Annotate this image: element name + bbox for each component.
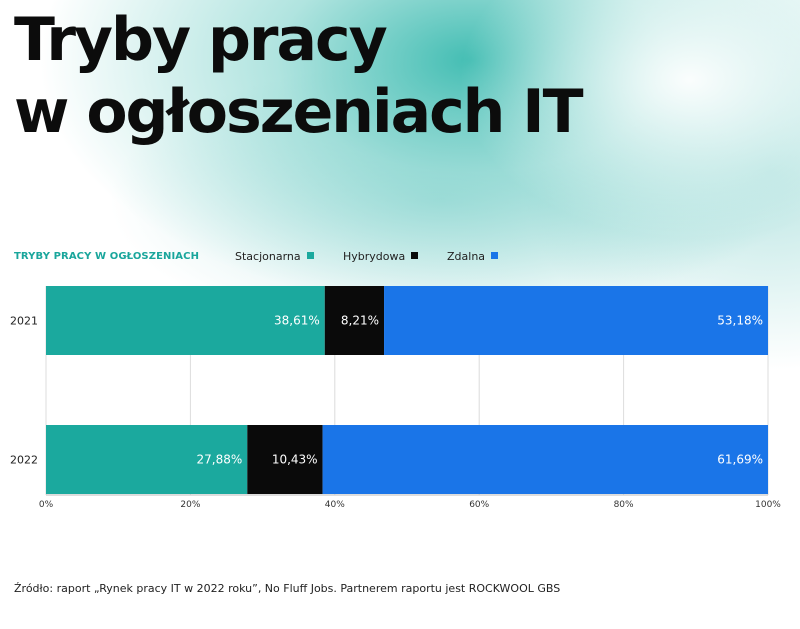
legend-label: Zdalna bbox=[447, 250, 486, 263]
data-label-2021-2: 53,18% bbox=[717, 314, 763, 328]
legend-swatch bbox=[491, 252, 499, 259]
data-label-2021-0: 38,61% bbox=[274, 314, 320, 328]
bar-2022-0 bbox=[46, 425, 248, 494]
title-line-1: Tryby pracy bbox=[14, 5, 388, 75]
data-label-2022-0: 27,88% bbox=[197, 453, 243, 467]
legend-title: TRYBY PRACY W OGŁOSZENIACH bbox=[14, 251, 200, 262]
x-tick-label-0: 0% bbox=[39, 500, 54, 510]
bar-2021-2 bbox=[384, 286, 768, 355]
legend-item-stacjonarna: Stacjonarna bbox=[235, 250, 314, 263]
data-label-2022-2: 61,69% bbox=[717, 453, 763, 467]
legend-item-zdalna: Zdalna bbox=[447, 250, 499, 263]
x-tick-label-4: 80% bbox=[614, 500, 634, 510]
source-footnote: Źródło: raport „Rynek pracy IT w 2022 ro… bbox=[14, 582, 561, 595]
legend-swatch bbox=[411, 252, 419, 259]
x-tick-label-2: 40% bbox=[325, 500, 345, 510]
x-tick-label-5: 100% bbox=[755, 500, 781, 510]
data-label-2021-1: 8,21% bbox=[341, 314, 379, 328]
title-line-2: w ogłoszeniach IT bbox=[14, 77, 583, 147]
category-label-2021: 2021 bbox=[10, 315, 38, 328]
x-tick-label-3: 60% bbox=[469, 500, 489, 510]
category-label-2022: 2022 bbox=[10, 454, 38, 467]
bar-2022-2 bbox=[322, 425, 768, 494]
bar-2021-0 bbox=[46, 286, 325, 355]
data-label-2022-1: 10,43% bbox=[272, 453, 318, 467]
legend-label: Hybrydowa bbox=[343, 250, 406, 263]
legend-swatch bbox=[306, 252, 314, 259]
page-title: Tryby pracy w ogłoszeniach IT bbox=[14, 4, 583, 148]
legend-item-hybrydowa: Hybrydowa bbox=[343, 250, 419, 263]
x-tick-label-1: 20% bbox=[180, 500, 200, 510]
legend-label: Stacjonarna bbox=[235, 250, 301, 263]
bar-2021-1 bbox=[324, 286, 385, 355]
bar-2022-1 bbox=[247, 425, 323, 494]
